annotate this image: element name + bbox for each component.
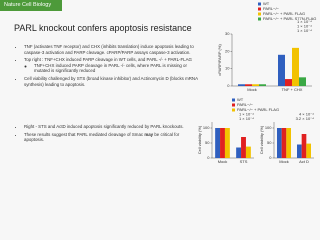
legend-label: PARL−/− — [237, 102, 254, 107]
legend-label: PARL−/− + PARL FLAG — [263, 11, 305, 16]
bullet-text: Top right : TNF+CHX induced PARP cleavag… — [24, 57, 192, 63]
y-tick-label: 0 — [269, 155, 272, 160]
x-tick-label: STS — [240, 159, 248, 164]
bar — [292, 47, 299, 86]
legend-swatch — [232, 103, 235, 107]
slide-title: PARL knockout confers apoptosis resistan… — [14, 23, 192, 33]
p-value: 1 × 10⁻⁴ — [239, 112, 254, 117]
bar — [224, 128, 230, 158]
bullet: Cell viability challenged by STS (broad … — [24, 76, 199, 87]
legend-swatch — [258, 2, 261, 6]
bar — [259, 84, 266, 86]
p-value: 4 × 10⁻⁴ — [299, 112, 314, 117]
legend-label: WT — [263, 1, 270, 6]
x-tick-label: Mock — [279, 159, 289, 164]
y-axis-label: Cell viability (%) — [259, 125, 264, 154]
x-tick-label: Act D — [299, 159, 309, 164]
bar — [220, 128, 225, 158]
y-tick-label: 50 — [267, 140, 272, 145]
legend-swatch — [258, 7, 261, 11]
legend-swatch — [258, 17, 261, 21]
bar — [278, 54, 285, 86]
legend-label: PARL−/− — [263, 6, 280, 11]
p-value: 1 × 10⁻⁴ — [239, 116, 254, 121]
bullet: These results suggest that PARL mediated… — [24, 132, 199, 143]
bar — [236, 147, 242, 158]
y-tick-label: 0 — [227, 83, 230, 88]
y-tick-label: 50 — [205, 140, 210, 145]
bullet-list: Right - STS and ActD induced apoptosis s… — [14, 124, 199, 145]
x-tick-label: TNF + CHX — [282, 87, 303, 92]
x-tick-label: Mock — [218, 159, 228, 164]
y-tick-label: 0 — [207, 155, 210, 160]
legend-label: PARL−/− + PARL S77N-FLAG — [263, 16, 316, 21]
bullet: TNF (activates TNF receptor) and CHX (in… — [24, 44, 199, 55]
charts: 0 10 20 30 cPARP/PARP (%) Mock TNF + CHX 1 × 10… — [197, 1, 316, 164]
y-axis-label: Cell viability (%) — [197, 125, 202, 154]
p-value: 1 × 10⁻⁴ — [297, 28, 312, 33]
bullet: Top right : TNF+CHX induced PARP cleavag… — [24, 57, 199, 74]
legend-swatch — [232, 108, 235, 112]
bullet-text: Right - STS and ActD induced apoptosis s… — [24, 124, 184, 129]
p-value: 1 × 10⁻⁴ — [297, 19, 312, 24]
bullet-text: TNF (activates TNF receptor) and CHX (in… — [24, 44, 194, 55]
bar — [252, 84, 259, 86]
bar — [238, 84, 245, 86]
legend-swatch — [232, 98, 235, 102]
bar — [245, 146, 251, 158]
bar — [301, 134, 307, 158]
legend-label: PARL−/− + PARL FLAG — [237, 107, 279, 112]
y-tick-label: 100 — [265, 125, 272, 130]
bar — [297, 144, 302, 158]
bar — [281, 128, 287, 158]
y-tick-label: 20 — [225, 48, 230, 53]
bar — [215, 128, 221, 158]
bullet-text: Cell viability challenged by STS (broad … — [24, 75, 198, 87]
bullet-text: be critical for apoptosis. — [24, 131, 180, 143]
bar — [306, 143, 311, 158]
y-tick-label: 10 — [225, 66, 230, 71]
bar — [299, 77, 306, 86]
y-tick-label: 100 — [203, 125, 210, 130]
sub-bullet: TNF+CHX induced PARP cleavage in PARL -/… — [34, 63, 199, 74]
bar — [285, 79, 292, 86]
y-tick-label: 30 — [225, 31, 230, 36]
journal-label: Nature Cell Biology — [0, 0, 62, 11]
legend-swatch — [258, 12, 261, 16]
bar — [245, 84, 252, 86]
x-tick-label: Mock — [247, 87, 257, 92]
bullet-emphasis: may — [144, 131, 154, 137]
y-axis-label: cPARP/PARP (%) — [217, 44, 222, 76]
bar — [241, 137, 246, 158]
sub-list: TNF+CHX induced PARP cleavage in PARL -/… — [24, 63, 199, 74]
bullet: Right - STS and ActD induced apoptosis s… — [24, 124, 199, 130]
p-value: 3.2 × 10⁻⁴ — [296, 116, 315, 121]
bullet-text: These results suggest that PARL mediated… — [24, 131, 145, 137]
bullet-list: TNF (activates TNF receptor) and CHX (in… — [14, 44, 199, 89]
p-value: 1 × 10⁻⁴ — [297, 24, 312, 29]
bar — [286, 128, 291, 158]
legend-label: WT — [237, 97, 244, 102]
bar — [277, 128, 282, 158]
slide: Nature Cell Biology PARL knockout confer… — [0, 0, 320, 180]
